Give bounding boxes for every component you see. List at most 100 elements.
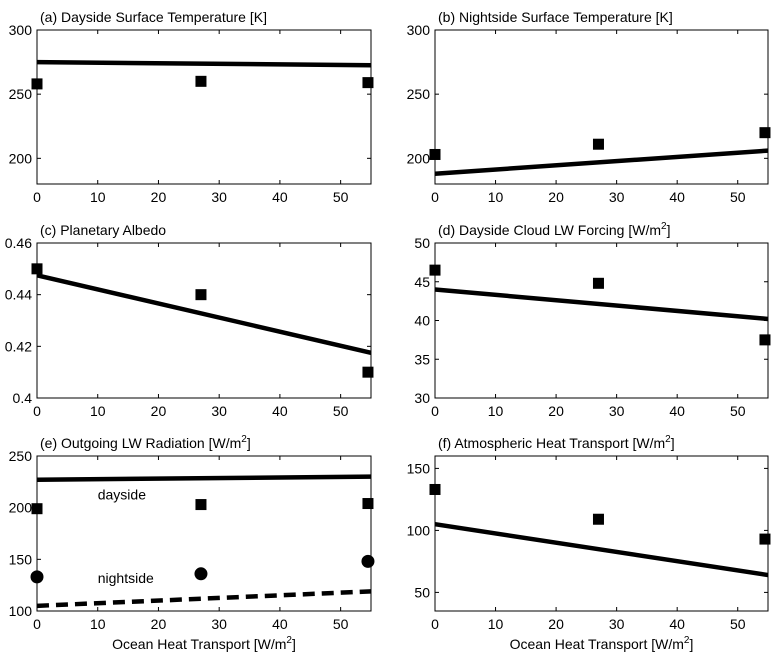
x-tick-label: 0 (431, 189, 439, 205)
x-axis-label: Ocean Heat Transport [W/m2] (112, 635, 296, 652)
panel-title: (f) Atmospheric Heat Transport [W/m2] (438, 434, 675, 451)
x-axis-label: Ocean Heat Transport [W/m2] (510, 635, 694, 652)
series-line (434, 521, 769, 578)
axes-box (36, 242, 372, 399)
y-tick-label: 50 (414, 235, 430, 251)
data-point-square (195, 499, 207, 511)
x-tick-label: 0 (33, 616, 41, 632)
x-tick-label: 40 (669, 189, 685, 205)
y-tick-label: 35 (414, 351, 430, 367)
x-tick-label: 50 (730, 189, 746, 205)
y-tick-label: 0.44 (5, 287, 32, 303)
x-tick-label: 40 (272, 403, 288, 419)
x-tick-label: 50 (333, 616, 349, 632)
data-point-square (195, 75, 207, 87)
annotation-dayside: dayside (98, 486, 146, 502)
axes-box (434, 29, 769, 185)
data-point-square (759, 533, 771, 545)
data-point-square (362, 366, 374, 378)
x-tick-label: 50 (730, 403, 746, 419)
panel-d: (d) Dayside Cloud LW Forcing [W/m2] 0 10 20… (414, 221, 771, 419)
series-line (434, 148, 769, 176)
data-point-square (592, 138, 604, 150)
x-tick-label: 40 (669, 616, 685, 632)
data-point-square (362, 77, 374, 89)
x-tick-label: 20 (151, 616, 167, 632)
x-tick-label: 20 (151, 403, 167, 419)
x-tick-label: 30 (609, 189, 625, 205)
panel-title: (d) Dayside Cloud LW Forcing [W/m2] (438, 221, 670, 238)
panel-f: (f) Atmospheric Heat Transport [W/m2] 0 10… (407, 434, 771, 652)
x-tick-label: 40 (272, 616, 288, 632)
x-tick-label: 30 (609, 616, 625, 632)
x-tick-label: 10 (488, 189, 504, 205)
data-point-circle (361, 554, 375, 568)
x-tick-label: 50 (730, 616, 746, 632)
x-tick-label: 20 (151, 189, 167, 205)
y-tick-label: 300 (9, 22, 33, 38)
x-tick-label: 10 (488, 616, 504, 632)
y-tick-label: 300 (407, 22, 431, 38)
y-tick-label: 0.4 (13, 390, 33, 406)
y-tick-label: 100 (9, 603, 33, 619)
x-tick-label: 20 (548, 189, 564, 205)
data-point-square (592, 277, 604, 289)
axes-box (36, 455, 372, 612)
data-point-square (429, 264, 441, 276)
series-line (36, 273, 372, 355)
data-point-square (759, 127, 771, 139)
panel-title: (b) Nightside Surface Temperature [K] (438, 9, 673, 25)
y-tick-label: 250 (407, 86, 431, 102)
x-tick-label: 10 (90, 189, 106, 205)
panel-e: (e) Outgoing LW Radiation [W/m2] 0 10 20 30 4… (9, 434, 375, 652)
data-point-square (429, 483, 441, 495)
data-point-square (759, 334, 771, 346)
x-tick-label: 30 (211, 189, 227, 205)
axes-box (434, 242, 769, 399)
x-tick-label: 10 (488, 403, 504, 419)
y-tick-label: 30 (414, 390, 430, 406)
x-tick-label: 0 (431, 616, 439, 632)
data-point-square (592, 513, 604, 525)
x-tick-label: 30 (609, 403, 625, 419)
data-point-square (362, 498, 374, 510)
data-point-circle (194, 567, 208, 581)
x-tick-label: 0 (33, 189, 41, 205)
axes-box (36, 29, 372, 185)
data-point-square (31, 78, 43, 90)
x-tick-label: 10 (90, 403, 106, 419)
data-point-circle (30, 570, 44, 584)
data-point-square (31, 263, 43, 275)
x-tick-label: 40 (272, 189, 288, 205)
x-tick-label: 50 (333, 403, 349, 419)
x-tick-label: 0 (431, 403, 439, 419)
x-tick-label: 20 (548, 403, 564, 419)
y-tick-label: 0.42 (5, 338, 32, 354)
panel-title: (c) Planetary Albedo (40, 222, 166, 238)
x-tick-label: 50 (333, 189, 349, 205)
panel-title: (e) Outgoing LW Radiation [W/m2] (40, 434, 251, 451)
data-point-square (195, 289, 207, 301)
panel-title: (a) Dayside Surface Temperature [K] (40, 9, 267, 25)
y-tick-label: 40 (414, 313, 430, 329)
series-line (36, 589, 372, 609)
y-tick-label: 150 (9, 551, 33, 567)
y-tick-label: 50 (414, 584, 430, 600)
panel-c: (c) Planetary Albedo 0 10 20 30 40 50 0.4 0.42 0.… (5, 222, 374, 419)
axes-box (434, 455, 769, 612)
y-tick-label: 45 (414, 274, 430, 290)
series-line (36, 474, 372, 483)
annotation-nightside: nightside (98, 570, 154, 586)
y-tick-label: 200 (407, 150, 431, 166)
y-tick-label: 100 (407, 522, 431, 538)
y-tick-label: 250 (9, 448, 33, 464)
series-line (434, 287, 769, 322)
series-line (36, 59, 372, 68)
x-tick-label: 30 (211, 616, 227, 632)
x-tick-label: 30 (211, 403, 227, 419)
y-tick-label: 250 (9, 86, 33, 102)
data-point-square (31, 503, 43, 515)
panel-b: (b) Nightside Surface Temperature [K] 0 10… (407, 9, 771, 205)
y-tick-label: 0.46 (5, 235, 32, 251)
